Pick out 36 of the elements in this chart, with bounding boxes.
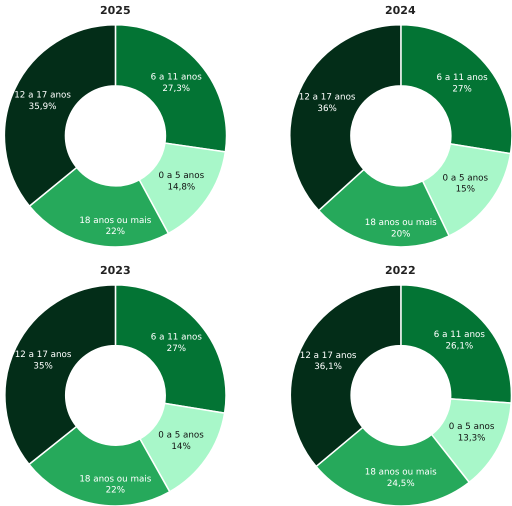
slice-label: 18 anos ou mais — [364, 468, 438, 478]
slice-label: 12 a 17 anos — [14, 350, 72, 360]
data-label: 35,9% — [28, 102, 56, 112]
slice-label: 6 a 11 anos — [436, 72, 488, 83]
slice-label: 0 a 5 anos — [448, 422, 495, 432]
slice-label: 0 a 5 anos — [158, 430, 204, 441]
data-label: 36,1% — [314, 362, 342, 372]
data-label: 27% — [166, 344, 186, 354]
data-label: 15% — [456, 184, 475, 195]
data-label: 26,1% — [445, 341, 474, 352]
data-label: 27% — [452, 84, 472, 94]
slice-label: 6 a 11 anos — [150, 72, 202, 82]
slice-label: 0 a 5 anos — [442, 173, 489, 184]
slice-label: 18 anos ou mais — [364, 218, 438, 228]
slice-label: 12 a 17 anos — [300, 350, 357, 361]
slice-label: 6 a 11 anos — [434, 330, 486, 340]
slice-label: 18 anos ou mais — [79, 474, 152, 484]
data-label: 20% — [391, 229, 410, 240]
chart-title: 2023 — [100, 264, 131, 277]
data-label: 36% — [317, 104, 337, 114]
slice-label: 0 a 5 anos — [158, 171, 205, 182]
slice-label: 6 a 11 anos — [150, 332, 202, 343]
chart-title: 2025 — [100, 4, 131, 17]
data-label: 14,8% — [167, 182, 196, 193]
slice-label: 12 a 17 anos — [14, 90, 72, 101]
data-label: 22% — [106, 486, 126, 496]
data-label: 27,3% — [162, 84, 190, 94]
data-label: 14% — [171, 442, 191, 452]
slice-label: 12 a 17 anos — [298, 92, 356, 103]
data-label: 24,5% — [386, 478, 415, 489]
chart-title: 2022 — [385, 264, 416, 277]
slice-label: 18 anos ou mais — [79, 216, 152, 226]
data-label: 35% — [33, 361, 53, 372]
chart-title: 2024 — [385, 4, 416, 17]
data-label: 22% — [106, 227, 126, 238]
data-label: 13,3% — [458, 434, 486, 444]
